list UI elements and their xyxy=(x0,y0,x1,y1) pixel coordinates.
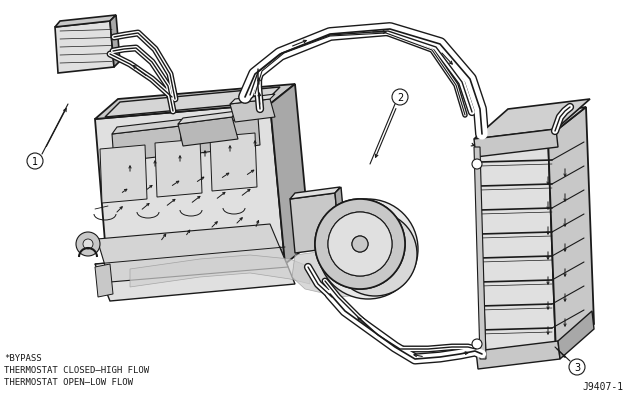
Polygon shape xyxy=(155,140,202,198)
Circle shape xyxy=(27,154,43,170)
Circle shape xyxy=(318,200,418,299)
Polygon shape xyxy=(290,194,340,253)
Circle shape xyxy=(328,213,392,276)
Polygon shape xyxy=(97,225,288,282)
Circle shape xyxy=(352,237,368,252)
Polygon shape xyxy=(270,85,310,264)
Polygon shape xyxy=(474,100,590,140)
Polygon shape xyxy=(178,118,238,147)
Polygon shape xyxy=(548,108,594,354)
Polygon shape xyxy=(478,108,586,148)
Polygon shape xyxy=(190,118,260,155)
Polygon shape xyxy=(290,188,340,200)
Circle shape xyxy=(472,339,482,349)
Circle shape xyxy=(315,200,405,289)
Polygon shape xyxy=(474,148,486,359)
Circle shape xyxy=(392,90,408,106)
Polygon shape xyxy=(95,247,295,301)
Polygon shape xyxy=(230,100,275,123)
Polygon shape xyxy=(55,22,114,74)
Text: J9407-1: J9407-1 xyxy=(583,381,624,391)
Polygon shape xyxy=(478,138,556,364)
Text: THERMOSTAT CLOSED—HIGH FLOW: THERMOSTAT CLOSED—HIGH FLOW xyxy=(4,365,149,374)
Polygon shape xyxy=(95,85,295,120)
Polygon shape xyxy=(105,88,280,118)
Polygon shape xyxy=(100,146,147,203)
Circle shape xyxy=(352,237,368,252)
Circle shape xyxy=(333,213,417,296)
Circle shape xyxy=(83,239,93,249)
Circle shape xyxy=(328,213,392,276)
Polygon shape xyxy=(112,127,182,162)
Polygon shape xyxy=(230,95,275,105)
Polygon shape xyxy=(95,105,285,279)
Circle shape xyxy=(472,160,482,170)
Circle shape xyxy=(315,200,405,289)
Polygon shape xyxy=(55,16,116,28)
Circle shape xyxy=(569,359,585,375)
Polygon shape xyxy=(476,341,560,369)
Polygon shape xyxy=(190,111,263,127)
Polygon shape xyxy=(130,255,310,287)
Polygon shape xyxy=(210,134,257,192)
Text: 3: 3 xyxy=(574,362,580,372)
Polygon shape xyxy=(558,311,594,359)
Polygon shape xyxy=(335,188,346,247)
Polygon shape xyxy=(474,130,558,158)
Text: 2: 2 xyxy=(397,93,403,103)
Polygon shape xyxy=(292,249,375,297)
Text: 1: 1 xyxy=(32,157,38,166)
Polygon shape xyxy=(178,112,237,125)
Polygon shape xyxy=(95,264,113,297)
Text: *BYPASS: *BYPASS xyxy=(4,353,42,362)
Polygon shape xyxy=(110,16,120,68)
Text: THERMOSTAT OPEN—LOW FLOW: THERMOSTAT OPEN—LOW FLOW xyxy=(4,377,133,386)
Polygon shape xyxy=(112,120,185,135)
Circle shape xyxy=(76,233,100,256)
